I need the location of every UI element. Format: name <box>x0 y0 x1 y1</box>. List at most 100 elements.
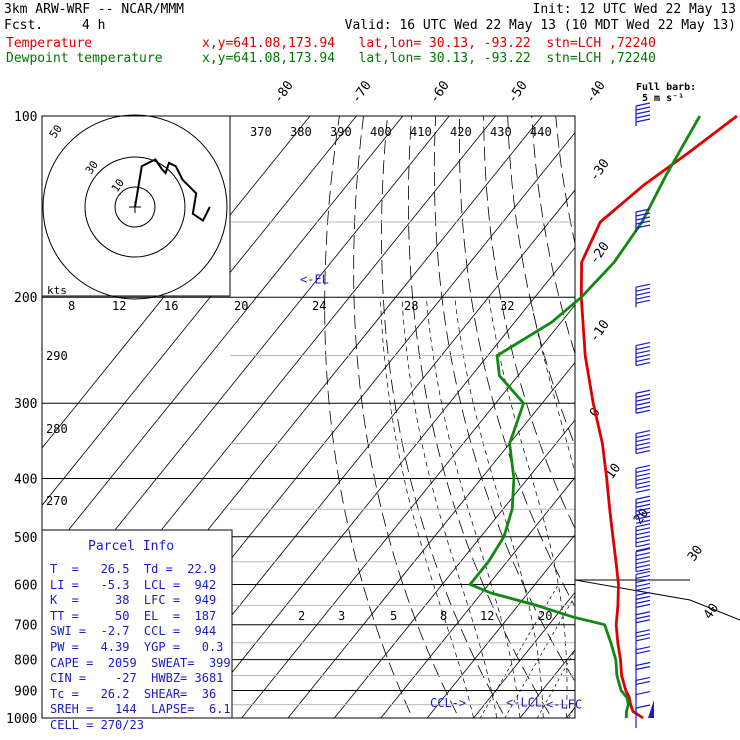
parcel-info-row: CAPE = 2059 SWEAT= 399 <box>50 655 231 670</box>
dry-adiabat-line <box>324 116 414 718</box>
isotherm-label: 30 <box>685 543 706 564</box>
isotherm-label: -60 <box>427 78 453 106</box>
wind-barb <box>635 676 651 701</box>
isotherm-label: -10 <box>587 317 613 345</box>
wind-barb <box>635 208 651 233</box>
isotherm-line <box>42 116 404 564</box>
isotherm-label: 10 <box>603 461 624 482</box>
dry-adiabat-line <box>507 116 575 447</box>
parcel-info-title: Parcel Info <box>88 539 175 554</box>
isotherm-line <box>42 116 357 507</box>
model-title: 3km ARW-WRF -- NCAR/MMM <box>4 2 185 17</box>
dry-adiabat-line <box>458 116 575 608</box>
mixing-ratio-label: 16 <box>164 299 178 313</box>
parcel-info-box <box>41 529 233 719</box>
dry-adiabat-line <box>604 116 740 731</box>
surface-barb-flag <box>648 700 654 718</box>
level-marker-el: <-EL <box>300 273 329 287</box>
isotherm-line <box>659 116 740 718</box>
hodograph-ring-label: 50 <box>47 122 65 140</box>
isotherm-line <box>380 476 575 718</box>
moist-adiabats <box>380 297 740 718</box>
wind-barb <box>635 341 651 367</box>
parcel-info-row: K = 38 LFC = 949 <box>50 593 217 608</box>
parcel-info-row: Tc = 26.2 SHEAR= 36 <box>50 686 217 701</box>
mixing-ratio-label: 12 <box>112 299 126 313</box>
wind-barb <box>635 102 651 126</box>
mixing-ratio-label: 2 <box>298 609 305 623</box>
moist-adiabat-line <box>488 297 568 718</box>
wind-barb <box>635 691 651 715</box>
theta-label: 270 <box>46 494 68 508</box>
moist-adiabat-line <box>529 297 575 475</box>
dewpoint-label: Dewpoint temperature <box>6 51 163 66</box>
theta-label: 390 <box>330 125 352 139</box>
isotherm-line <box>473 591 575 718</box>
temperature-label: Temperature <box>6 36 93 51</box>
theta-label: 280 <box>46 422 68 436</box>
fcst-label: Fcst. <box>4 18 44 33</box>
isotherm-line <box>566 706 575 718</box>
pressure-tick-label: 100 <box>14 110 37 125</box>
dry-adiabat-line <box>353 116 460 718</box>
dry-adiabat-line <box>580 116 740 731</box>
pressure-tick-label: 400 <box>14 472 37 487</box>
isotherm-label: -30 <box>587 156 613 184</box>
fcst-value: 4 h <box>82 18 106 33</box>
dry-adiabats <box>324 116 740 731</box>
pressure-tick-label: 300 <box>14 397 37 412</box>
wind-barb <box>635 570 651 595</box>
dewpoint-location: x,y=641.08,173.94 lat,lon= 30.13, -93.22… <box>202 51 656 66</box>
mixing-ratio-line <box>597 584 669 718</box>
wind-barb <box>635 591 651 616</box>
wind-barb <box>635 646 651 670</box>
hodograph-ring-label: 30 <box>83 158 101 176</box>
pressure-tick-label: 900 <box>14 684 37 699</box>
mixing-ratio-label: 12 <box>480 609 494 623</box>
mixing-ratio-label: 32 <box>500 299 514 313</box>
temperature-scale-edge <box>574 116 740 621</box>
wind-barb <box>635 548 651 573</box>
theta-label: 430 <box>490 125 512 139</box>
isotherm-label: -50 <box>505 78 531 106</box>
isotherm-line <box>706 116 740 718</box>
moist-adiabat-line <box>659 297 724 718</box>
moist-adiabat-line <box>706 297 740 718</box>
theta-label: 440 <box>530 125 552 139</box>
hodograph: 10 30 50 kts <box>42 114 228 300</box>
isotherm-label: -70 <box>349 78 375 106</box>
hodograph-ring <box>42 114 228 300</box>
pressure-tick-label: 200 <box>14 291 37 306</box>
isotherm-line <box>287 361 575 718</box>
mixing-ratio-label: 28 <box>404 299 418 313</box>
theta-label: 290 <box>46 349 68 363</box>
level-markers: <-EL CCL-> <-LCL <-LFC <box>300 273 582 712</box>
theta-label: 380 <box>290 125 312 139</box>
parcel-info-row: PW = 4.39 YGP = 0.3 <box>50 640 224 654</box>
isotherm-line <box>334 419 575 718</box>
wind-barb <box>635 389 651 414</box>
theta-label: 420 <box>450 125 472 139</box>
mixing-ratio-label: 5 <box>390 609 397 623</box>
level-marker-ccl: CCL-> <box>430 696 466 710</box>
pressure-tick-label: 600 <box>14 578 37 593</box>
mixing-ratio-label: 20 <box>538 609 552 623</box>
dewpoint-line <box>468 115 702 719</box>
level-marker-lcl: <-LCL <box>506 695 542 709</box>
pressure-tick-label: 700 <box>14 619 37 634</box>
moist-adiabat-line <box>380 297 474 718</box>
dry-adiabat-line <box>724 116 740 731</box>
isotherm-label: -40 <box>583 78 609 106</box>
dry-adiabat-line <box>483 116 575 530</box>
hodograph-ring-label: 10 <box>109 176 127 194</box>
valid-time: Valid: 16 UTC Wed 22 May 13 (10 MDT Wed … <box>344 18 736 33</box>
wind-barb <box>635 704 651 728</box>
isotherm-line <box>426 534 575 718</box>
theta-label: 400 <box>370 125 392 139</box>
isotherm-label: 40 <box>701 601 722 622</box>
moist-adiabat-line <box>682 297 740 718</box>
hodograph-ring <box>84 156 186 258</box>
plot-frame <box>41 115 740 719</box>
moist-adiabat-line <box>401 297 498 718</box>
level-marker-lfc: <-LFC <box>546 697 582 711</box>
